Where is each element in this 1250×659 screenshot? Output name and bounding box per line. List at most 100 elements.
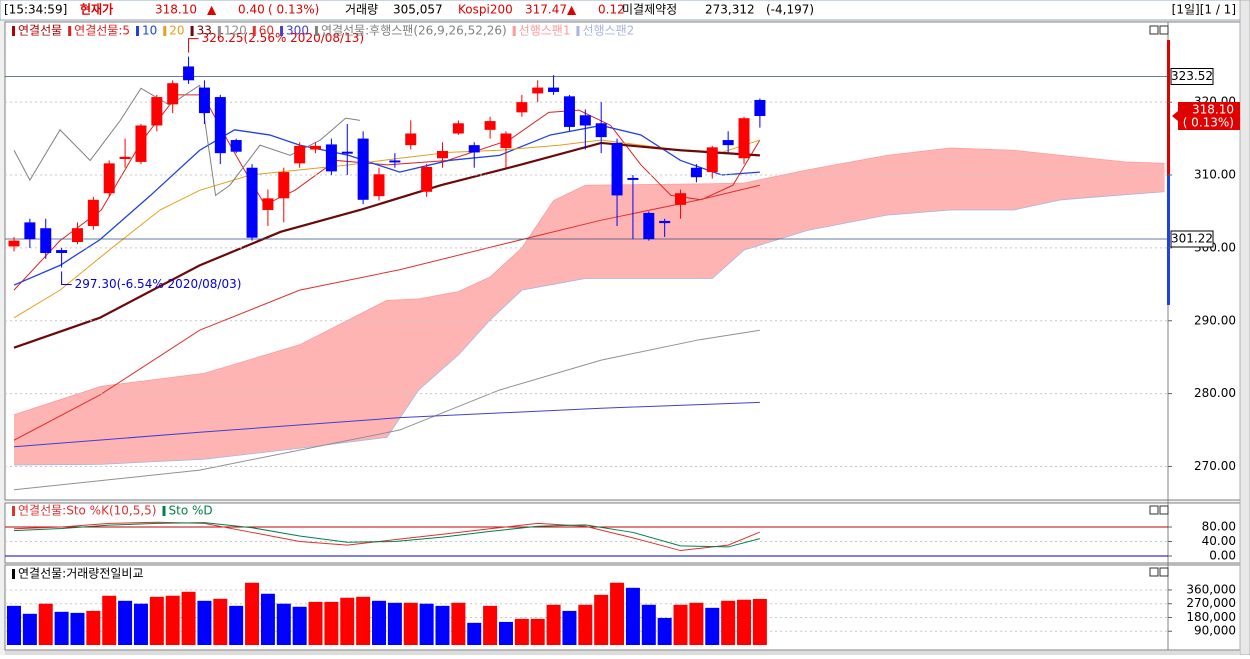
next-panel [5,651,1240,655]
annotation-arrow [61,271,72,286]
volume-bar [70,612,85,645]
candle-body [198,87,210,114]
close-button[interactable] [1159,567,1169,577]
legend-label: 300 [286,24,309,38]
candle-body [579,115,591,126]
volume-bar [260,593,275,645]
volume-bar [86,610,101,645]
volume-bar [625,587,640,645]
candle-body [151,97,163,126]
volume-bar [610,582,625,645]
stoch-line [13,521,761,552]
current-price-marker [1172,110,1178,121]
legend-label: 선행스팬1 [519,23,571,38]
volume-bar [245,582,260,645]
legend-label: 60 [259,24,274,38]
candle-body [167,83,179,105]
volume-bar [133,603,148,645]
time: [15:34:59] [4,3,67,17]
volume-bar [657,617,672,645]
cloud [14,148,1165,466]
candle-body [40,228,52,253]
volume-bar [213,598,228,645]
candle-body [310,145,322,150]
candle-body [278,172,290,199]
up-arrow: ▲ [207,3,217,17]
maximize-button[interactable] [1149,25,1159,35]
legend-swatch [12,26,15,36]
volume-bar [229,605,244,645]
annotation-arrow [188,38,199,53]
legend-swatch [12,506,15,516]
min-annotation: 297.30(-6.54% 2020/08/03) [75,277,242,291]
oi-change: (-4,197) [766,3,814,17]
candle-body [611,142,623,196]
legend-swatch [512,26,516,36]
candle-body [452,123,464,134]
close-button[interactable] [1159,505,1169,515]
volume-bar [546,604,561,645]
volume-bar [22,613,37,645]
candle-body [357,138,369,200]
candle-body [294,145,306,164]
max-annotation: 326.25(2.56% 2020/08/13) [202,31,364,45]
candle-body [500,133,512,149]
volume-bar [324,601,339,645]
legend-swatch [217,26,221,36]
candle-body [690,167,702,178]
current-price-box [1178,101,1240,130]
volume-bar [387,602,402,645]
candle-body [325,144,337,172]
legend-swatch [280,26,284,36]
reference-label: 323.52 [1171,69,1213,83]
legend-swatch [12,569,15,579]
candle-body [119,156,131,159]
legend-label: 20 [169,24,184,38]
indicator-line [13,184,761,441]
index-value: 317.47 [525,3,567,17]
candle-body [103,163,115,194]
current-price: 318.10 [1192,102,1234,116]
up-arrow: ▲ [567,3,577,17]
legend-swatch [190,26,194,36]
close-button[interactable] [1159,25,1169,35]
indicator-line [13,141,760,349]
legend-label: Sto %D [169,504,213,518]
candle-body [563,96,575,127]
volume-bar [673,604,688,645]
volume-bar [721,600,736,645]
candle-body [8,240,20,247]
candle-body [754,99,766,116]
volume-bar [641,604,656,645]
stoch-plot [13,521,761,552]
legend-label: 연결선물:Sto %K(10,5,5) [18,504,157,518]
pages[interactable]: [1일][1 / 1] [1172,3,1236,17]
candle-body [183,66,195,81]
volume-bar [467,622,482,645]
legend-swatch [162,506,166,516]
indicator-line [13,329,760,491]
volume-bar [483,605,498,645]
candle-body [71,228,83,243]
maximize-button[interactable] [1149,567,1159,577]
y-tick-label: 180,000 [1186,610,1236,624]
candle-body [135,125,147,162]
candle-body [389,160,401,163]
volume-bar [435,605,450,645]
stoch-panel [4,502,1241,564]
legend-label: 10 [142,24,157,38]
volume-bar [197,600,212,645]
candle-body [548,87,560,92]
candle-body [532,87,544,94]
legend-swatch [136,26,140,36]
range-bar [1167,175,1170,305]
volume-bar [7,605,21,645]
price-plot [13,84,1165,491]
maximize-button[interactable] [1149,505,1159,515]
volume-bar [562,610,577,645]
legend-swatch [252,26,256,36]
legend-label: 연결선물:5 [74,24,130,38]
indicator-line [13,401,760,448]
candle-body [468,145,480,153]
cloud-span [13,147,1165,416]
